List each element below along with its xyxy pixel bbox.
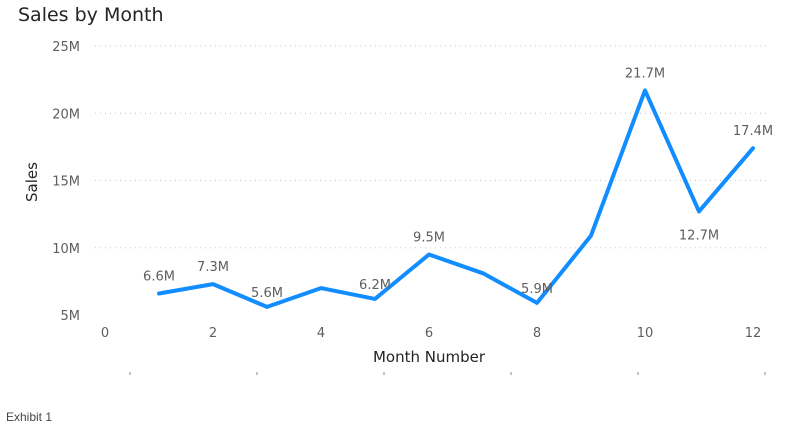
data-label: 21.7M [625, 66, 665, 81]
data-label: 9.5M [413, 230, 445, 245]
x-tick-label: 8 [533, 326, 541, 341]
y-axis-title: Sales [23, 162, 41, 202]
y-tick-label: 25M [52, 40, 80, 55]
data-label: 6.6M [143, 269, 175, 284]
data-label: 7.3M [197, 260, 229, 275]
data-label: 17.4M [733, 124, 773, 139]
data-label: 5.9M [521, 282, 553, 297]
x-tick-label: 2 [209, 326, 217, 341]
exhibit-caption: Exhibit 1 [6, 410, 53, 424]
y-tick-label: 5M [61, 309, 81, 324]
y-tick-label: 20M [52, 107, 80, 122]
x-tick-label: 4 [317, 326, 325, 341]
x-axis-title: Month Number [373, 348, 486, 366]
x-tick-label: 6 [425, 326, 433, 341]
sales-series-line [157, 88, 755, 309]
data-label: 12.7M [679, 228, 719, 243]
y-axis-ticks: 5M 10M 15M 20M 25M [52, 40, 80, 324]
x-axis-ticks: 0 2 4 6 8 10 12 [101, 326, 761, 341]
data-labels: 6.6M 7.3M 5.6M 6.2M 9.5M 5.9M 21.7M 12.7M 17.4M [143, 66, 773, 301]
y-tick-label: 15M [52, 175, 80, 190]
x-tick-label: 0 [101, 326, 109, 341]
y-tick-label: 10M [52, 242, 80, 257]
x-tick-label: 12 [745, 326, 762, 341]
data-label: 6.2M [359, 278, 391, 293]
x-tick-label: 10 [637, 326, 654, 341]
chart-title: Sales by Month [18, 4, 164, 26]
data-label: 5.6M [251, 286, 283, 301]
bottom-scroll-ticks [129, 372, 766, 375]
line-chart: 5M 10M 15M 20M 25M 0 2 4 6 8 10 12 6.6M 7.3M 5.6M 6.2… [23, 40, 773, 375]
